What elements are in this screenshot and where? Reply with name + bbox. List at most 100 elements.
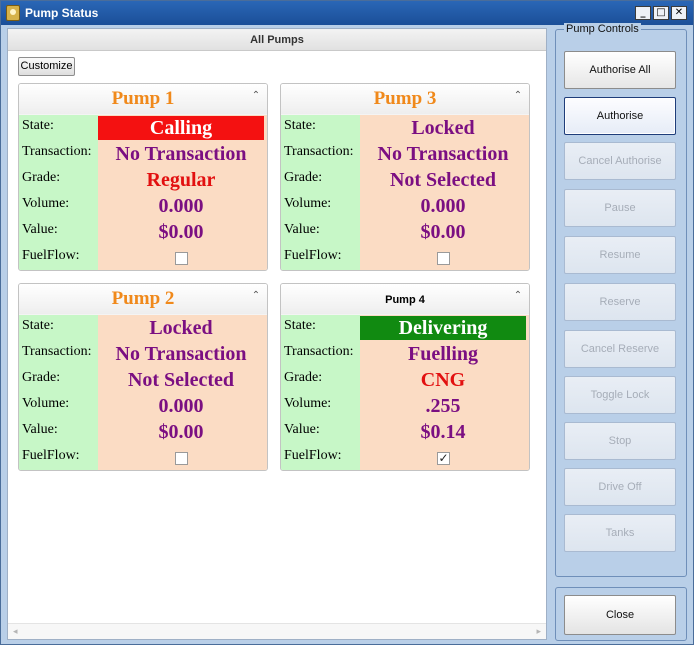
grade-label: Grade: (284, 170, 323, 185)
value-label: Value: (22, 222, 58, 237)
pump-title: Pump 4 (385, 294, 425, 306)
transaction-label: Transaction: (22, 144, 92, 159)
money-value: $0.00 (158, 421, 204, 443)
volume-label: Volume: (284, 396, 332, 411)
labels-column: State: Transaction: Grade: Volume: Value… (281, 315, 360, 470)
pump-card-header: Pump 1 ⌃ (19, 84, 267, 114)
horizontal-scrollbar[interactable]: ◂ ▸ (8, 623, 546, 639)
volume-value: .255 (425, 395, 461, 417)
toggle-lock-button[interactable]: Toggle Lock (564, 376, 676, 414)
grade-value: CNG (420, 369, 466, 391)
window-buttons: _ □ ✕ (635, 6, 687, 20)
money-value: $0.00 (420, 221, 466, 243)
labels-column: State: Transaction: Grade: Volume: Value… (19, 115, 98, 270)
title-bar[interactable]: Pump Status _ □ ✕ (1, 1, 693, 25)
authorise-all-button[interactable]: Authorise All (564, 51, 676, 89)
reserve-button[interactable]: Reserve (564, 283, 676, 321)
value-label: Value: (284, 422, 320, 437)
state-value: Calling (98, 116, 264, 140)
volume-value: 0.000 (420, 195, 466, 217)
state-label: State: (284, 118, 316, 133)
minimize-button[interactable]: _ (635, 6, 651, 20)
resume-button[interactable]: Resume (564, 236, 676, 274)
authorise-button[interactable]: Authorise (564, 97, 676, 135)
pump-title: Pump 2 (111, 288, 175, 309)
pause-button[interactable]: Pause (564, 189, 676, 227)
all-pumps-panel: All Pumps Customize Pump 1 ⌃ State: Tran… (7, 28, 547, 640)
tanks-button[interactable]: Tanks (564, 514, 676, 552)
volume-value: 0.000 (158, 195, 204, 217)
grade-label: Grade: (22, 170, 61, 185)
transaction-value: No Transaction (115, 343, 247, 365)
transaction-value: Fuelling (407, 343, 478, 365)
fuelflow-label: FuelFlow: (22, 448, 80, 463)
state-label: State: (22, 318, 54, 333)
values-column: Calling No Transaction Regular 0.000 $0.… (98, 115, 267, 270)
state-value: Delivering (360, 316, 526, 340)
fuelflow-checkbox[interactable] (175, 252, 188, 265)
transaction-label: Transaction: (22, 344, 92, 359)
scroll-left-icon[interactable]: ◂ (13, 626, 18, 636)
value-label: Value: (284, 222, 320, 237)
labels-column: State: Transaction: Grade: Volume: Value… (281, 115, 360, 270)
fuelflow-checkbox[interactable] (437, 252, 450, 265)
pump-controls-legend: Pump Controls (564, 23, 641, 35)
fuelflow-checkbox[interactable]: ✓ (437, 451, 450, 465)
chevron-up-icon[interactable]: ⌃ (251, 90, 261, 101)
fuelflow-label: FuelFlow: (22, 248, 80, 263)
money-value: $0.14 (420, 421, 466, 443)
fuelflow-label: FuelFlow: (284, 448, 342, 463)
pump-card-3: Pump 3 ⌃ State: Transaction: Grade: Volu… (280, 83, 530, 271)
transaction-value: No Transaction (377, 143, 509, 165)
drive-off-button[interactable]: Drive Off (564, 468, 676, 506)
pump-card-4: Pump 4 ⌃ State: Transaction: Grade: Volu… (280, 283, 530, 471)
chevron-up-icon[interactable]: ⌃ (251, 290, 261, 301)
money-value: $0.00 (158, 221, 204, 243)
window-title: Pump Status (25, 6, 99, 20)
pump-title: Pump 1 (111, 88, 175, 109)
state-label: State: (284, 318, 316, 333)
grade-value: Not Selected (389, 169, 497, 191)
values-column: Delivering Fuelling CNG .255 $0.14 ✓ (360, 315, 529, 470)
transaction-label: Transaction: (284, 344, 354, 359)
grade-value: Not Selected (127, 369, 235, 391)
value-label: Value: (22, 422, 58, 437)
cancel-authorise-button[interactable]: Cancel Authorise (564, 142, 676, 180)
pump-card-2: Pump 2 ⌃ State: Transaction: Grade: Volu… (18, 283, 268, 471)
pump-card-header: Pump 4 ⌃ (281, 284, 529, 314)
close-panel: Close (555, 587, 687, 641)
stop-button[interactable]: Stop (564, 422, 676, 460)
transaction-label: Transaction: (284, 144, 354, 159)
values-column: Locked No Transaction Not Selected 0.000… (360, 115, 529, 270)
app-icon (6, 5, 20, 21)
close-window-button[interactable]: ✕ (671, 6, 687, 20)
fuelflow-label: FuelFlow: (284, 248, 342, 263)
pump-title: Pump 3 (373, 88, 437, 109)
volume-label: Volume: (22, 196, 70, 211)
pump-card-header: Pump 3 ⌃ (281, 84, 529, 114)
scroll-right-icon[interactable]: ▸ (536, 626, 541, 636)
grade-label: Grade: (284, 370, 323, 385)
maximize-button[interactable]: □ (653, 6, 669, 20)
all-pumps-header: All Pumps (8, 29, 546, 51)
volume-value: 0.000 (158, 395, 204, 417)
pump-card-header: Pump 2 ⌃ (19, 284, 267, 314)
values-column: Locked No Transaction Not Selected 0.000… (98, 315, 267, 470)
chevron-up-icon[interactable]: ⌃ (513, 90, 523, 101)
labels-column: State: Transaction: Grade: Volume: Value… (19, 315, 98, 470)
transaction-value: No Transaction (115, 143, 247, 165)
pump-controls-panel: Pump Controls Authorise All Authorise Ca… (555, 23, 687, 577)
state-label: State: (22, 118, 54, 133)
close-button[interactable]: Close (564, 595, 676, 635)
pump-card-1: Pump 1 ⌃ State: Transaction: Grade: Volu… (18, 83, 268, 271)
chevron-up-icon[interactable]: ⌃ (513, 290, 523, 301)
fuelflow-checkbox[interactable] (175, 452, 188, 465)
state-value: Locked (411, 117, 475, 139)
grade-label: Grade: (22, 370, 61, 385)
grade-value: Regular (146, 169, 216, 191)
cancel-reserve-button[interactable]: Cancel Reserve (564, 330, 676, 368)
volume-label: Volume: (22, 396, 70, 411)
customize-button[interactable]: Customize (18, 57, 75, 76)
state-value: Locked (149, 317, 213, 339)
volume-label: Volume: (284, 196, 332, 211)
